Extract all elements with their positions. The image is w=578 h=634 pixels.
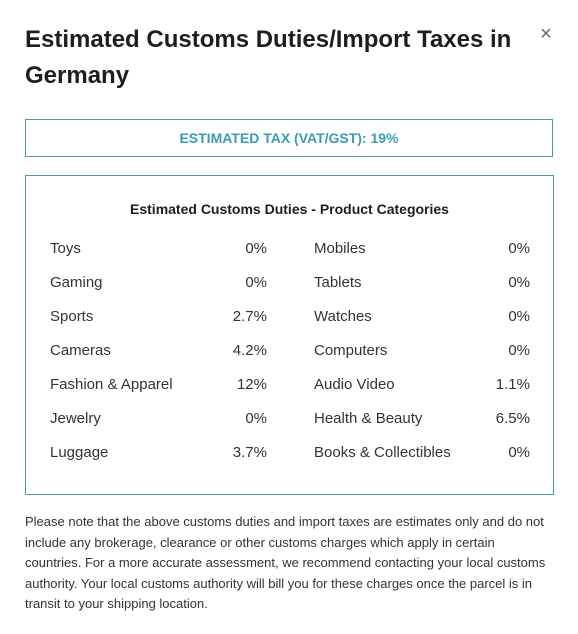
duty-category: Toys xyxy=(50,240,81,257)
duty-rate: 2.7% xyxy=(232,308,267,325)
duty-category: Sports xyxy=(50,308,94,325)
duty-rate: 12% xyxy=(236,376,267,393)
duty-rate: 0% xyxy=(508,444,530,461)
duty-row: Jewelry 0% xyxy=(50,410,267,430)
duty-row: Luggage 3.7% xyxy=(50,444,267,464)
duty-category: Gaming xyxy=(50,274,103,291)
modal-title: Estimated Customs Duties/Import Taxes in… xyxy=(25,26,512,89)
duty-row: Health & Beauty 6.5% xyxy=(314,410,530,430)
duty-category: Jewelry xyxy=(50,410,101,427)
duty-row: Sports 2.7% xyxy=(50,308,267,328)
duty-rate: 6.5% xyxy=(495,410,530,427)
duty-row: Books & Collectibles 0% xyxy=(314,444,530,464)
estimated-tax-label: ESTIMATED TAX (VAT/GST): 19% xyxy=(179,130,399,146)
duty-rate: 0% xyxy=(245,240,267,257)
disclaimer-text: Please note that the above customs dutie… xyxy=(25,514,546,611)
duty-rate: 4.2% xyxy=(232,342,267,359)
duty-rate: 3.7% xyxy=(232,444,267,461)
duty-category: Fashion & Apparel xyxy=(50,376,173,393)
duty-rate: 0% xyxy=(508,240,530,257)
duty-rate: 0% xyxy=(508,274,530,291)
customs-duties-box: Estimated Customs Duties - Product Categ… xyxy=(25,175,554,495)
duty-row: Watches 0% xyxy=(314,308,530,328)
duties-heading: Estimated Customs Duties - Product Categ… xyxy=(130,201,449,217)
close-icon[interactable]: × xyxy=(540,23,552,45)
duty-category: Watches xyxy=(314,308,372,325)
duty-row: Audio Video 1.1% xyxy=(314,376,530,396)
duty-category: Books & Collectibles xyxy=(314,444,451,461)
duty-row: Mobiles 0% xyxy=(314,240,530,260)
duty-rate: 0% xyxy=(245,410,267,427)
duty-category: Luggage xyxy=(50,444,109,461)
duty-rate: 0% xyxy=(245,274,267,291)
duty-rate: 1.1% xyxy=(495,376,530,393)
duty-category: Cameras xyxy=(50,342,111,359)
duty-row: Fashion & Apparel 12% xyxy=(50,376,267,396)
duty-row: Toys 0% xyxy=(50,240,267,260)
duty-row: Computers 0% xyxy=(314,342,530,362)
duty-row: Cameras 4.2% xyxy=(50,342,267,362)
duty-row: Tablets 0% xyxy=(314,274,530,294)
duty-category: Computers xyxy=(314,342,388,359)
duty-rate: 0% xyxy=(508,342,530,359)
duty-rate: 0% xyxy=(508,308,530,325)
duty-category: Health & Beauty xyxy=(314,410,423,427)
estimated-tax-box: ESTIMATED TAX (VAT/GST): 19% xyxy=(25,119,553,157)
duty-row: Gaming 0% xyxy=(50,274,267,294)
duty-category: Tablets xyxy=(314,274,362,291)
duty-category: Audio Video xyxy=(314,376,395,393)
duty-category: Mobiles xyxy=(314,240,366,257)
